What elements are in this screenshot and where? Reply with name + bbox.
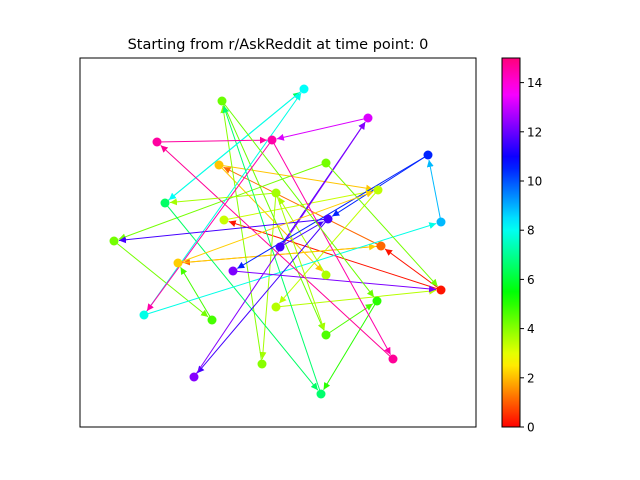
graph-node [388, 354, 398, 364]
graph-node [436, 217, 446, 227]
colorbar-tick-label: 4 [527, 322, 535, 336]
edge-arrow [276, 117, 369, 141]
edge-arrow [279, 221, 324, 248]
graph-node [217, 96, 227, 106]
graph-node [423, 150, 433, 160]
graph-node [376, 241, 386, 251]
plot-area-frame [79, 57, 477, 428]
graph-node [373, 185, 383, 195]
edge-arrow [426, 159, 442, 223]
graph-node [372, 296, 382, 306]
graph-node [321, 330, 331, 340]
edge-arrow [113, 240, 209, 318]
edge-arrow [160, 145, 394, 360]
edge-arrow [168, 88, 305, 201]
edge-arrow [143, 92, 302, 316]
edge-arrow [271, 139, 392, 355]
graph-node [109, 236, 119, 246]
graph-node [363, 113, 373, 123]
edge-arrow [331, 154, 429, 217]
graph-node [160, 198, 170, 208]
edge-arrow [156, 136, 268, 144]
edge-arrow [221, 100, 375, 298]
edge-arrow [223, 188, 374, 221]
colorbar-tick-label: 10 [527, 175, 542, 189]
colorbar-frame [501, 57, 521, 428]
edge-arrow [118, 218, 329, 244]
edge-arrow [275, 192, 326, 331]
graph-node [267, 135, 277, 145]
graph-node [275, 242, 285, 252]
graph-node [214, 160, 224, 170]
edge-arrow [228, 220, 442, 291]
edge-arrow [180, 267, 213, 321]
chart-title: Starting from r/AskReddit at time point:… [128, 37, 429, 53]
graph-node [152, 137, 162, 147]
colorbar-ticks: 0 2 4 6 8 10 12 14 [520, 76, 542, 435]
edge-arrow [237, 154, 429, 269]
graph-node [257, 359, 267, 369]
colorbar-tick-label: 0 [527, 421, 535, 435]
graph-node [316, 389, 326, 399]
colorbar-tick-label: 6 [527, 273, 535, 287]
graph-node [189, 372, 199, 382]
edge-arrow [218, 164, 323, 272]
colorbar-tick-label: 14 [527, 76, 542, 90]
edge-arrow [143, 222, 437, 316]
graph-node [299, 84, 309, 94]
graph-node [207, 315, 217, 325]
edge-arrow [146, 139, 273, 312]
graph-node [139, 310, 149, 320]
edge-arrow [325, 162, 439, 287]
colorbar-tick-label: 8 [527, 224, 535, 238]
graph-node [321, 158, 331, 168]
edge-arrow [278, 189, 379, 304]
nodes-layer [109, 84, 446, 399]
edge-arrow [169, 192, 277, 206]
graph-node [228, 266, 238, 276]
edge-arrow [278, 197, 327, 276]
colorbar-gradient [502, 58, 520, 427]
graph-node [436, 285, 446, 295]
graph-node [271, 302, 281, 312]
edge-arrow [221, 100, 325, 331]
edges-layer [113, 88, 442, 395]
edge-arrow [164, 202, 319, 391]
edge-arrow [196, 218, 329, 374]
edge-arrow [177, 190, 374, 264]
edge-arrow [220, 105, 263, 365]
graph-node [173, 258, 183, 268]
graph-node [219, 215, 229, 225]
colorbar: 0 2 4 6 8 10 12 14 [501, 57, 542, 435]
edge-arrow [232, 270, 437, 293]
edge-arrow [223, 166, 382, 247]
graph-node [321, 270, 331, 280]
edge-arrow [177, 243, 377, 264]
colorbar-tick-label: 12 [527, 125, 542, 139]
graph-node [323, 214, 333, 224]
edge-arrow [275, 287, 437, 308]
edge-arrow [323, 300, 378, 390]
edge-arrow [222, 105, 322, 395]
colorbar-tick-label: 2 [527, 371, 535, 385]
graph-node [271, 188, 281, 198]
